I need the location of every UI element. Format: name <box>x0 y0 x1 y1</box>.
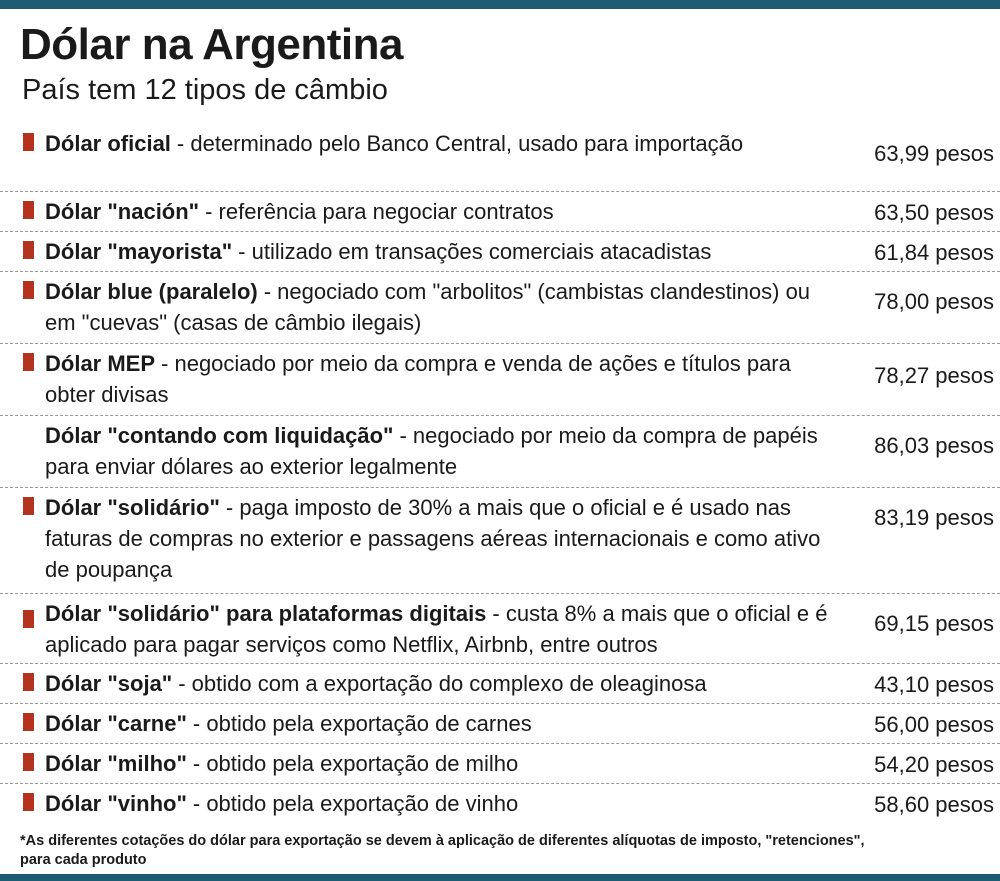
rate-row: Dólar "solidário" - paga imposto de 30% a… <box>0 488 1000 594</box>
bullet <box>23 793 34 811</box>
rate-row: Dólar oficial - determinado pelo Banco Ce… <box>0 124 1000 192</box>
rate-list: Dólar oficial - determinado pelo Banco Ce… <box>0 124 1000 824</box>
rate-row: Dólar "vinho" - obtido pela exportação de… <box>0 784 1000 824</box>
rate-description: - negociado com "arbolitos" (cambistas c… <box>45 279 811 335</box>
rate-text: Dólar oficial - determinado pelo Banco Ce… <box>45 128 835 159</box>
rate-description: - obtido pela exportação de vinho <box>192 791 519 816</box>
bullet <box>23 281 34 299</box>
rate-text: Dólar "mayorista" - utilizado em transaçõ… <box>45 236 835 267</box>
rate-text: Dólar "soja" - obtido com a exportação do… <box>45 668 835 699</box>
rate-description: - custa 8% a mais que o oficial e é apli… <box>45 601 828 657</box>
rate-row: Dólar "carne" - obtido pela exportação de… <box>0 704 1000 744</box>
rate-value: 61,84 pesos <box>874 240 994 265</box>
rate-description: - utilizado em transações comerciais ata… <box>238 239 712 264</box>
rate-name: Dólar "carne" <box>45 711 187 736</box>
rate-name: Dólar "nación" <box>45 199 200 224</box>
subtitle: País tem 12 tipos de câmbio <box>22 74 388 106</box>
top-bar <box>0 0 1000 9</box>
footnote: *As diferentes cotações do dólar para ex… <box>20 833 865 868</box>
rate-text: Dólar "solidário" - paga imposto de 30% a… <box>45 492 835 585</box>
rate-value: 83,19 pesos <box>874 505 994 530</box>
rate-row: Dólar "contando com liquidação" - negocia… <box>0 416 1000 488</box>
rate-description: - obtido com a exportação do complexo de… <box>178 671 707 696</box>
rate-name: Dólar blue (paralelo) <box>45 279 258 304</box>
rate-row: Dólar "milho" - obtido pela exportação de… <box>0 744 1000 784</box>
rate-text: Dólar "nación" - referência para negociar… <box>45 196 835 227</box>
rate-text: Dólar "vinho" - obtido pela exportação de… <box>45 788 835 819</box>
bullet <box>23 713 34 731</box>
rate-description: - determinado pelo Banco Central, usado … <box>176 131 744 156</box>
rate-row: Dólar "nación" - referência para negociar… <box>0 192 1000 232</box>
bullet <box>23 201 34 219</box>
bullet <box>23 497 34 515</box>
rate-name: Dólar "solidário" <box>45 495 220 520</box>
rate-name: Dólar "soja" <box>45 671 173 696</box>
rate-value: 69,15 pesos <box>874 611 994 636</box>
bullet <box>23 241 34 259</box>
rate-description: - negociado por meio da compra e venda d… <box>45 351 791 407</box>
rate-value: 54,20 pesos <box>874 752 994 777</box>
rate-text: Dólar "carne" - obtido pela exportação de… <box>45 708 835 739</box>
rate-name: Dólar "milho" <box>45 751 187 776</box>
rate-description: - paga imposto de 30% a mais que o ofici… <box>45 495 821 582</box>
rate-name: Dólar "solidário" para plataformas digit… <box>45 601 487 626</box>
rate-text: Dólar MEP - negociado por meio da compra … <box>45 348 835 410</box>
rate-row: Dólar "solidário" para plataformas digit… <box>0 594 1000 664</box>
rate-name: Dólar "mayorista" <box>45 239 233 264</box>
rate-row: Dólar "mayorista" - utilizado em transaçõ… <box>0 232 1000 272</box>
rate-text: Dólar "solidário" para plataformas digit… <box>45 598 835 660</box>
rate-name: Dólar oficial <box>45 131 171 156</box>
rate-value: 43,10 pesos <box>874 672 994 697</box>
rate-value: 86,03 pesos <box>874 433 994 458</box>
rate-value: 78,27 pesos <box>874 363 994 388</box>
rate-value: 58,60 pesos <box>874 792 994 817</box>
rate-description: - obtido pela exportação de milho <box>192 751 519 776</box>
bullet <box>23 610 34 628</box>
rate-value: 63,50 pesos <box>874 200 994 225</box>
rate-value: 63,99 pesos <box>874 141 994 166</box>
rate-row: Dólar MEP - negociado por meio da compra … <box>0 344 1000 416</box>
rate-value: 56,00 pesos <box>874 712 994 737</box>
rate-text: Dólar "contando com liquidação" - negocia… <box>45 420 835 482</box>
rate-name: Dólar "vinho" <box>45 791 187 816</box>
rate-text: Dólar "milho" - obtido pela exportação de… <box>45 748 835 779</box>
rate-description: - negociado por meio da compra de papéis… <box>45 423 818 479</box>
bullet <box>23 353 34 371</box>
bullet <box>23 133 34 151</box>
rate-text: Dólar blue (paralelo) - negociado com "ar… <box>45 276 835 338</box>
bullet <box>23 673 34 691</box>
rate-description: - referência para negociar contratos <box>205 199 554 224</box>
rate-value: 78,00 pesos <box>874 289 994 314</box>
rate-description: - obtido pela exportação de carnes <box>192 711 532 736</box>
title: Dólar na Argentina <box>20 20 403 69</box>
rate-name: Dólar MEP <box>45 351 156 376</box>
rate-row: Dólar "soja" - obtido com a exportação do… <box>0 664 1000 704</box>
rate-name: Dólar "contando com liquidação" <box>45 423 394 448</box>
rate-row: Dólar blue (paralelo) - negociado com "ar… <box>0 272 1000 344</box>
bottom-bar <box>0 874 1000 881</box>
bullet <box>23 753 34 771</box>
